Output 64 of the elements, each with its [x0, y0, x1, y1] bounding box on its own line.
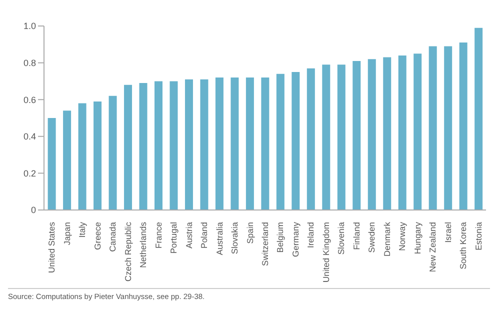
x-tick-label: Czech Republic — [122, 221, 133, 282]
x-tick-label: Estonia — [473, 222, 484, 250]
bar — [322, 64, 330, 210]
bar — [215, 78, 224, 210]
bar — [276, 74, 284, 210]
bar — [170, 81, 178, 210]
y-tick-label: 0.4 — [23, 132, 36, 142]
bar — [200, 79, 208, 210]
x-tick-label: Canada — [108, 222, 118, 252]
bar — [124, 84, 132, 210]
x-tick-label: Belgium — [275, 222, 286, 253]
bar — [306, 68, 315, 210]
bar — [368, 59, 376, 210]
bar — [108, 96, 117, 210]
x-tick-label: Norway — [397, 221, 408, 251]
x-tick-label: Portugal — [168, 222, 179, 254]
x-tick-label: United Kingdom — [320, 222, 331, 282]
x-tick-label: New Zealand — [428, 222, 438, 272]
bar — [94, 101, 102, 210]
y-tick-label: 0 — [30, 205, 36, 216]
x-tick-label: Australia — [214, 222, 224, 256]
x-tick-label: Sweden — [366, 222, 377, 253]
bar — [428, 46, 437, 210]
bar — [48, 118, 56, 210]
x-tick-label: Japan — [62, 222, 72, 246]
x-tick-label: Germany — [290, 221, 300, 257]
bar — [246, 78, 254, 210]
x-tick-label: Netherlands — [138, 222, 148, 268]
bar — [63, 110, 72, 210]
bar — [78, 103, 86, 210]
x-tick-label: Finland — [351, 222, 362, 250]
x-tick-label: Austria — [184, 222, 194, 248]
x-tick-label: Switzerland — [260, 222, 270, 266]
bar — [139, 83, 148, 210]
x-tick-label: Slovakia — [230, 222, 240, 254]
x-tick-label: Denmark — [382, 221, 392, 256]
bar — [398, 55, 406, 210]
y-tick-label: 0.8 — [23, 58, 36, 68]
bar — [292, 72, 300, 210]
y-tick-label: 0.6 — [23, 94, 36, 105]
x-tick-label: United States — [46, 222, 57, 274]
x-tick-label: Greece — [92, 222, 102, 250]
bar — [352, 60, 361, 210]
y-tick-label: 1.0 — [23, 21, 36, 32]
x-tick-label: Israel — [442, 222, 453, 243]
bar — [337, 64, 346, 210]
x-tick-label: Ireland — [306, 222, 316, 248]
bar — [154, 81, 162, 210]
bar — [261, 78, 270, 210]
x-tick-label: Hungary — [412, 221, 422, 254]
x-tick-label: Spain — [244, 222, 255, 244]
x-tick-label: Poland — [199, 222, 210, 248]
bar — [230, 78, 239, 210]
bar — [474, 28, 483, 210]
y-tick-label: 0.2 — [23, 168, 36, 178]
x-tick-label: South Korea — [458, 222, 468, 270]
bar — [184, 79, 193, 210]
bar — [383, 57, 392, 210]
x-tick-label: Italy — [77, 221, 88, 238]
x-tick-label: France — [153, 222, 164, 248]
x-tick-label: Slovenia — [336, 222, 346, 255]
bar — [459, 42, 468, 210]
bar — [414, 54, 422, 210]
bar — [444, 46, 452, 210]
